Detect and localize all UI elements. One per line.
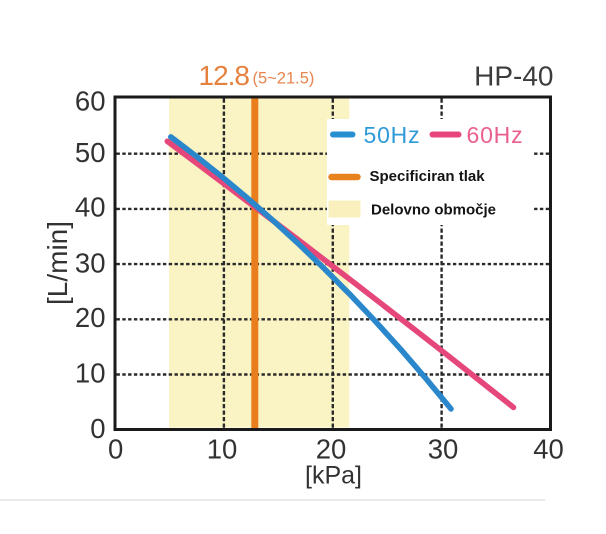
svg-text:HP-40: HP-40 (474, 61, 553, 92)
svg-text:20: 20 (316, 434, 347, 465)
svg-text:30: 30 (75, 248, 106, 279)
svg-text:Specificiran tlak: Specificiran tlak (370, 168, 486, 185)
svg-text:50Hz: 50Hz (364, 122, 421, 148)
svg-text:20: 20 (75, 302, 106, 333)
svg-text:[L/min]: [L/min] (42, 221, 73, 305)
svg-text:60Hz: 60Hz (467, 122, 524, 148)
svg-text:40: 40 (533, 434, 564, 465)
svg-text:10: 10 (75, 358, 106, 389)
svg-text:0: 0 (108, 434, 123, 465)
svg-text:Delovno območje: Delovno območje (371, 202, 496, 219)
svg-text:0: 0 (90, 413, 105, 444)
svg-text:(5~21.5): (5~21.5) (253, 70, 315, 88)
svg-text:10: 10 (207, 434, 238, 465)
svg-text:30: 30 (428, 434, 459, 465)
svg-text:50: 50 (75, 137, 106, 168)
svg-text:40: 40 (75, 192, 106, 223)
svg-text:12.8: 12.8 (199, 60, 250, 91)
svg-text:60: 60 (75, 86, 106, 117)
svg-text:[kPa]: [kPa] (305, 462, 362, 490)
